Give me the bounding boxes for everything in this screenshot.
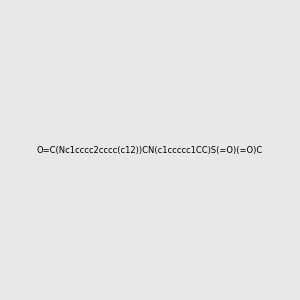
Text: O=C(Nc1cccc2cccc(c12))CN(c1ccccc1CC)S(=O)(=O)C: O=C(Nc1cccc2cccc(c12))CN(c1ccccc1CC)S(=O… [37, 146, 263, 154]
